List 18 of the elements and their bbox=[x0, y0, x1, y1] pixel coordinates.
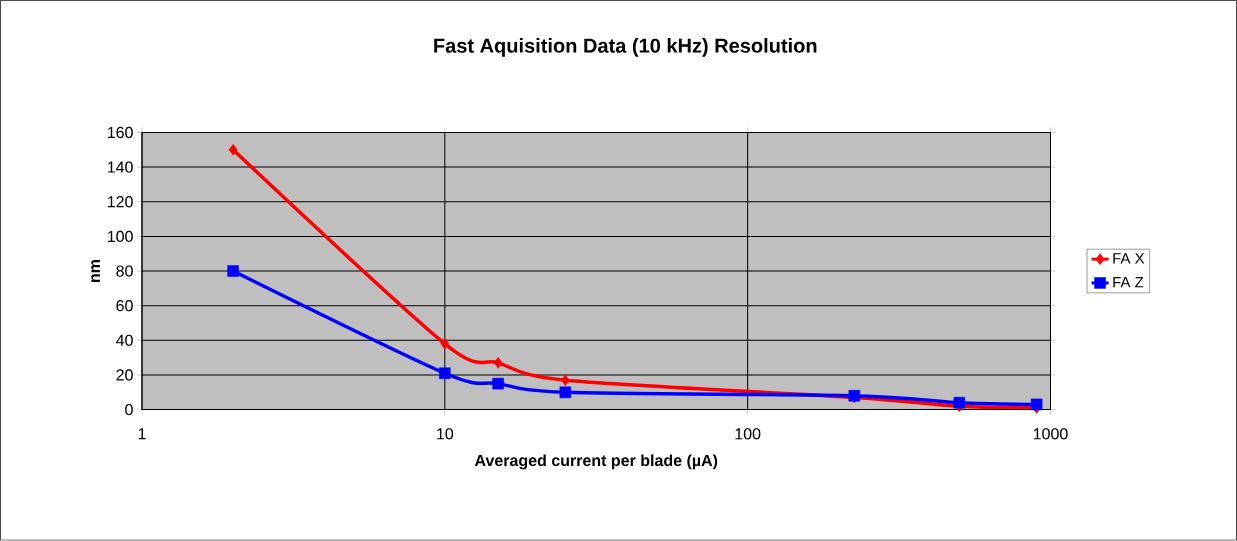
x-tick-label: 1 bbox=[138, 428, 146, 440]
y-tick-label: 80 bbox=[116, 265, 133, 277]
y-tick-label: 100 bbox=[107, 230, 133, 243]
chart-title: Fast Aquisition Data (10 kHz) Resolution bbox=[434, 38, 817, 57]
x-tick-label: 1000 bbox=[1033, 428, 1068, 440]
x-axis-title: Averaged current per blade (µA) bbox=[474, 454, 718, 470]
y-tick-label: 40 bbox=[116, 334, 133, 347]
y-tick-label: 0 bbox=[125, 404, 133, 416]
y-tick-label: 140 bbox=[107, 161, 133, 173]
y-tick-label: 60 bbox=[116, 300, 133, 312]
x-tick-label: 10 bbox=[437, 428, 454, 440]
y-tick-label: 20 bbox=[116, 369, 133, 381]
legend-label: FA Z bbox=[1113, 277, 1144, 288]
x-tick-label: 100 bbox=[735, 428, 761, 440]
y-tick-label: 120 bbox=[107, 196, 133, 208]
legend-label: FA X bbox=[1113, 253, 1145, 264]
y-axis-title: nm bbox=[91, 260, 100, 283]
y-tick-label: 160 bbox=[107, 127, 133, 139]
